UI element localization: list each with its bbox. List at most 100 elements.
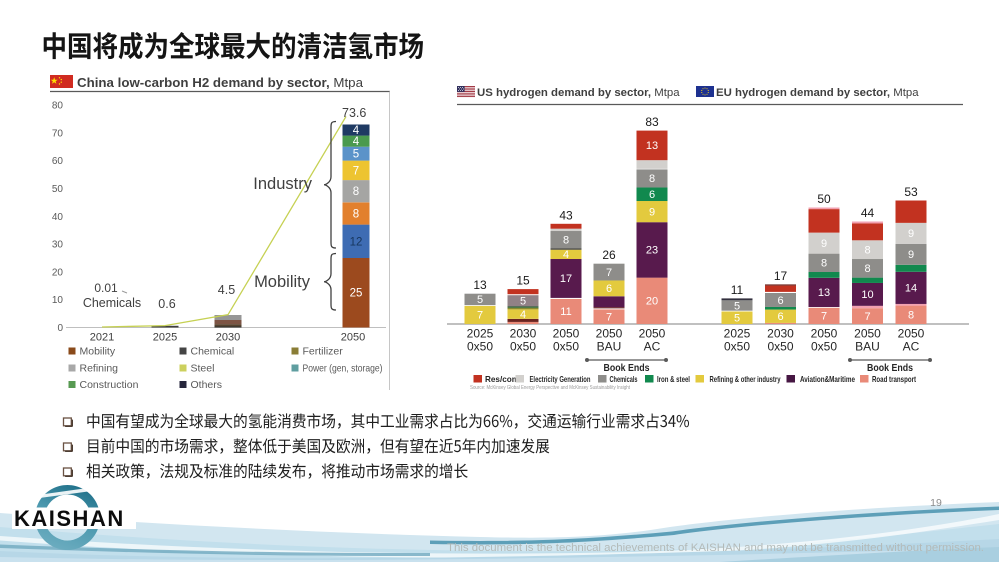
svg-text:11: 11 [560,306,571,318]
svg-text:EU hydrogen demand by sector,: EU hydrogen demand by sector, Mtpa [716,87,919,99]
svg-text:4.5: 4.5 [218,283,235,297]
svg-text:5: 5 [353,149,359,161]
svg-text:BAU: BAU [855,340,880,354]
svg-text:BAU: BAU [597,340,622,354]
svg-text:10: 10 [52,295,64,306]
svg-text:8: 8 [821,258,827,270]
svg-text:43: 43 [559,208,573,222]
svg-text:12: 12 [350,236,363,248]
svg-text:17: 17 [560,273,572,285]
svg-text:Source: McKinsey Global Energy: Source: McKinsey Global Energy Perspecti… [470,385,630,391]
svg-text:7: 7 [606,267,612,279]
svg-text:2050: 2050 [596,327,623,341]
svg-text:7: 7 [353,165,359,177]
svg-text:2021: 2021 [90,332,114,344]
svg-text:6: 6 [777,295,783,307]
svg-text:13: 13 [646,140,658,152]
svg-text:17: 17 [774,269,788,283]
svg-text:4: 4 [353,136,360,148]
svg-text:AC: AC [644,340,661,354]
svg-text:30: 30 [52,240,64,251]
svg-text:5: 5 [734,300,740,312]
svg-text:US hydrogen demand by sector,: US hydrogen demand by sector, Mtpa [477,87,680,99]
svg-text:0x50: 0x50 [724,340,750,354]
svg-text:8: 8 [864,263,870,275]
svg-text:2050: 2050 [553,327,580,341]
svg-text:83: 83 [645,115,659,129]
svg-text:8: 8 [649,173,655,185]
svg-text:0.6: 0.6 [158,297,175,311]
svg-text:Road transport: Road transport [872,374,916,384]
svg-text:8: 8 [563,235,569,247]
svg-text:15: 15 [516,274,530,288]
svg-text:6: 6 [649,189,655,201]
svg-text:Chemicals: Chemicals [83,296,141,310]
svg-text:0x50: 0x50 [811,340,837,354]
svg-text:73.6: 73.6 [342,106,366,120]
svg-text:50: 50 [817,192,831,206]
svg-text:Mobility: Mobility [254,273,311,291]
svg-text:2050: 2050 [341,332,365,344]
svg-text:2050: 2050 [639,327,666,341]
svg-text:8: 8 [908,310,914,322]
svg-text:2050: 2050 [811,327,838,341]
svg-text:AC: AC [903,340,920,354]
svg-text:9: 9 [649,206,655,218]
svg-text:8: 8 [353,186,359,198]
svg-text:5: 5 [734,313,740,325]
svg-text:0x50: 0x50 [510,340,536,354]
svg-text:China low-carbon H2 demand by: China low-carbon H2 demand by sector, Mt… [77,75,364,90]
svg-text:8: 8 [353,209,359,221]
svg-text:60: 60 [52,156,64,167]
svg-text:2030: 2030 [767,327,794,341]
svg-text:13: 13 [818,287,830,299]
svg-text:7: 7 [477,310,483,322]
svg-text:2050: 2050 [898,327,925,341]
svg-text:Iron & steel: Iron & steel [657,374,690,384]
svg-text:6: 6 [606,283,612,295]
svg-text:11: 11 [731,283,744,297]
svg-text:20: 20 [52,267,64,278]
svg-text:9: 9 [908,249,914,261]
svg-text:2025: 2025 [467,327,494,341]
svg-text:Electricity Generation: Electricity Generation [530,374,591,384]
svg-text:Res/com: Res/com [485,374,519,384]
svg-text:0x50: 0x50 [467,340,493,354]
svg-text:50: 50 [52,184,64,195]
svg-text:Chemical: Chemical [191,346,235,358]
svg-text:Book Ends: Book Ends [604,363,650,374]
svg-text:23: 23 [646,245,658,257]
svg-text:Industry: Industry [253,175,312,193]
svg-text:7: 7 [864,311,870,323]
svg-text:6: 6 [777,311,783,323]
svg-text:10: 10 [861,289,873,301]
svg-text:Mobility: Mobility [80,346,116,358]
svg-text:Book Ends: Book Ends [867,363,913,374]
svg-text:13: 13 [473,278,487,292]
svg-text:Construction: Construction [80,379,139,391]
svg-text:0x50: 0x50 [767,340,793,354]
svg-text:0.01: 0.01 [94,281,118,295]
svg-text:2050: 2050 [854,327,881,341]
svg-text:Chemicals: Chemicals [610,374,638,384]
svg-text:40: 40 [52,212,64,223]
svg-text:20: 20 [646,296,658,308]
svg-text:26: 26 [602,248,616,262]
svg-text:2025: 2025 [724,327,751,341]
svg-text:Power (gen, storage): Power (gen, storage) [303,363,383,375]
svg-text:4: 4 [563,249,569,261]
svg-text:Refining & other industry: Refining & other industry [710,374,781,384]
svg-text:53: 53 [904,185,918,199]
svg-text:80: 80 [52,101,64,112]
svg-text:2030: 2030 [510,327,537,341]
svg-text:14: 14 [905,283,917,295]
svg-text:7: 7 [606,312,612,324]
svg-text:8: 8 [864,245,870,257]
svg-text:Aviation&Maritime: Aviation&Maritime [800,374,855,384]
svg-text:Refining: Refining [80,363,119,375]
svg-text:This document is the technical: This document is the technical achieveme… [447,542,984,554]
svg-text:Steel: Steel [191,363,215,375]
svg-text:9: 9 [821,238,827,250]
svg-text:70: 70 [52,128,64,139]
svg-text:7: 7 [821,311,827,323]
